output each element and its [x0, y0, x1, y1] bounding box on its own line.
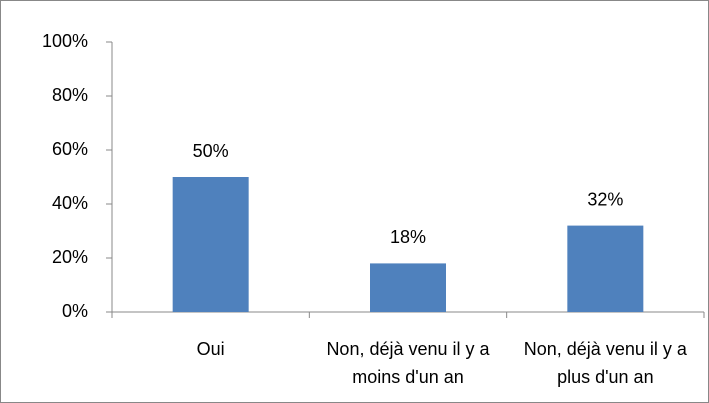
- data-label: 18%: [390, 227, 426, 247]
- bar: [172, 177, 249, 312]
- y-tick-label: 0%: [62, 301, 88, 321]
- bar: [370, 263, 446, 312]
- y-tick-label: 80%: [52, 85, 88, 105]
- data-label: 32%: [587, 189, 623, 209]
- bar: [567, 225, 644, 312]
- data-label: 50%: [193, 141, 229, 161]
- x-tick-label: Non, déjà venu il y a plus d'un an: [523, 339, 687, 387]
- y-tick-label: 100%: [42, 31, 88, 51]
- y-tick-label: 60%: [52, 139, 88, 159]
- x-tick-label: Non, déjà venu il y a moins d'un an: [326, 339, 490, 387]
- y-tick-label: 20%: [52, 247, 88, 267]
- x-tick-label: Oui: [196, 339, 225, 359]
- y-tick-label: 40%: [52, 193, 88, 213]
